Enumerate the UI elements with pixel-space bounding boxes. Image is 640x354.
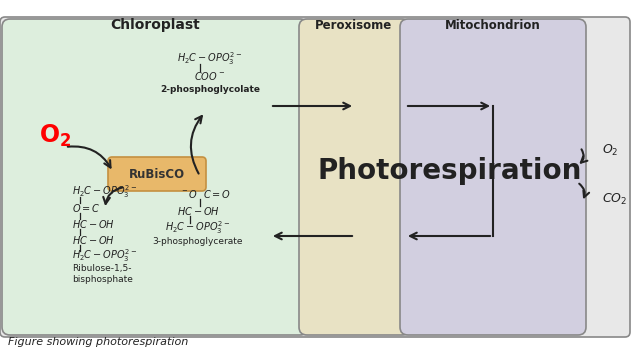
Text: $CO_2$: $CO_2$: [602, 192, 627, 206]
Text: $O=C$: $O=C$: [72, 202, 100, 214]
Text: 2-phosphoglycolate: 2-phosphoglycolate: [160, 86, 260, 95]
FancyArrowPatch shape: [581, 149, 588, 162]
Text: Peroxisome: Peroxisome: [316, 19, 392, 32]
Text: $H_2C-OPO_3^{2-}$: $H_2C-OPO_3^{2-}$: [72, 184, 138, 200]
Text: $HC-OH$: $HC-OH$: [177, 205, 220, 217]
Text: $C=O$: $C=O$: [203, 188, 231, 200]
FancyBboxPatch shape: [2, 19, 308, 335]
Text: $H_2C-OPO_3^{2-}$: $H_2C-OPO_3^{2-}$: [72, 247, 138, 264]
Text: $^-O$: $^-O$: [180, 188, 198, 200]
Text: Photorespiration: Photorespiration: [318, 157, 582, 185]
Text: $COO^-$: $COO^-$: [195, 70, 226, 82]
Text: Mitochondrion: Mitochondrion: [445, 19, 541, 32]
FancyArrowPatch shape: [579, 184, 589, 197]
Text: $\mathbf{O_2}$: $\mathbf{O_2}$: [39, 123, 71, 149]
FancyBboxPatch shape: [299, 19, 410, 335]
Text: $O_2$: $O_2$: [602, 142, 618, 158]
Text: $HC-OH$: $HC-OH$: [72, 234, 115, 246]
FancyBboxPatch shape: [108, 157, 206, 191]
Text: RuBisCO: RuBisCO: [129, 167, 185, 181]
FancyBboxPatch shape: [400, 19, 586, 335]
Text: $H_2C-OPO_3^{2-}$: $H_2C-OPO_3^{2-}$: [177, 51, 243, 67]
FancyBboxPatch shape: [0, 17, 630, 337]
Text: Figure showing photorespiration: Figure showing photorespiration: [8, 337, 188, 347]
FancyArrowPatch shape: [103, 188, 122, 204]
Text: Chloroplast: Chloroplast: [110, 18, 200, 32]
FancyArrowPatch shape: [191, 116, 202, 173]
Text: 3-phosphoglycerate: 3-phosphoglycerate: [153, 238, 243, 246]
Text: Ribulose-1,5-
bisphosphate: Ribulose-1,5- bisphosphate: [72, 264, 133, 284]
Text: $HC-OH$: $HC-OH$: [72, 218, 115, 230]
Text: $H_2C-OPO_3^{2-}$: $H_2C-OPO_3^{2-}$: [165, 219, 230, 236]
FancyArrowPatch shape: [68, 147, 111, 167]
